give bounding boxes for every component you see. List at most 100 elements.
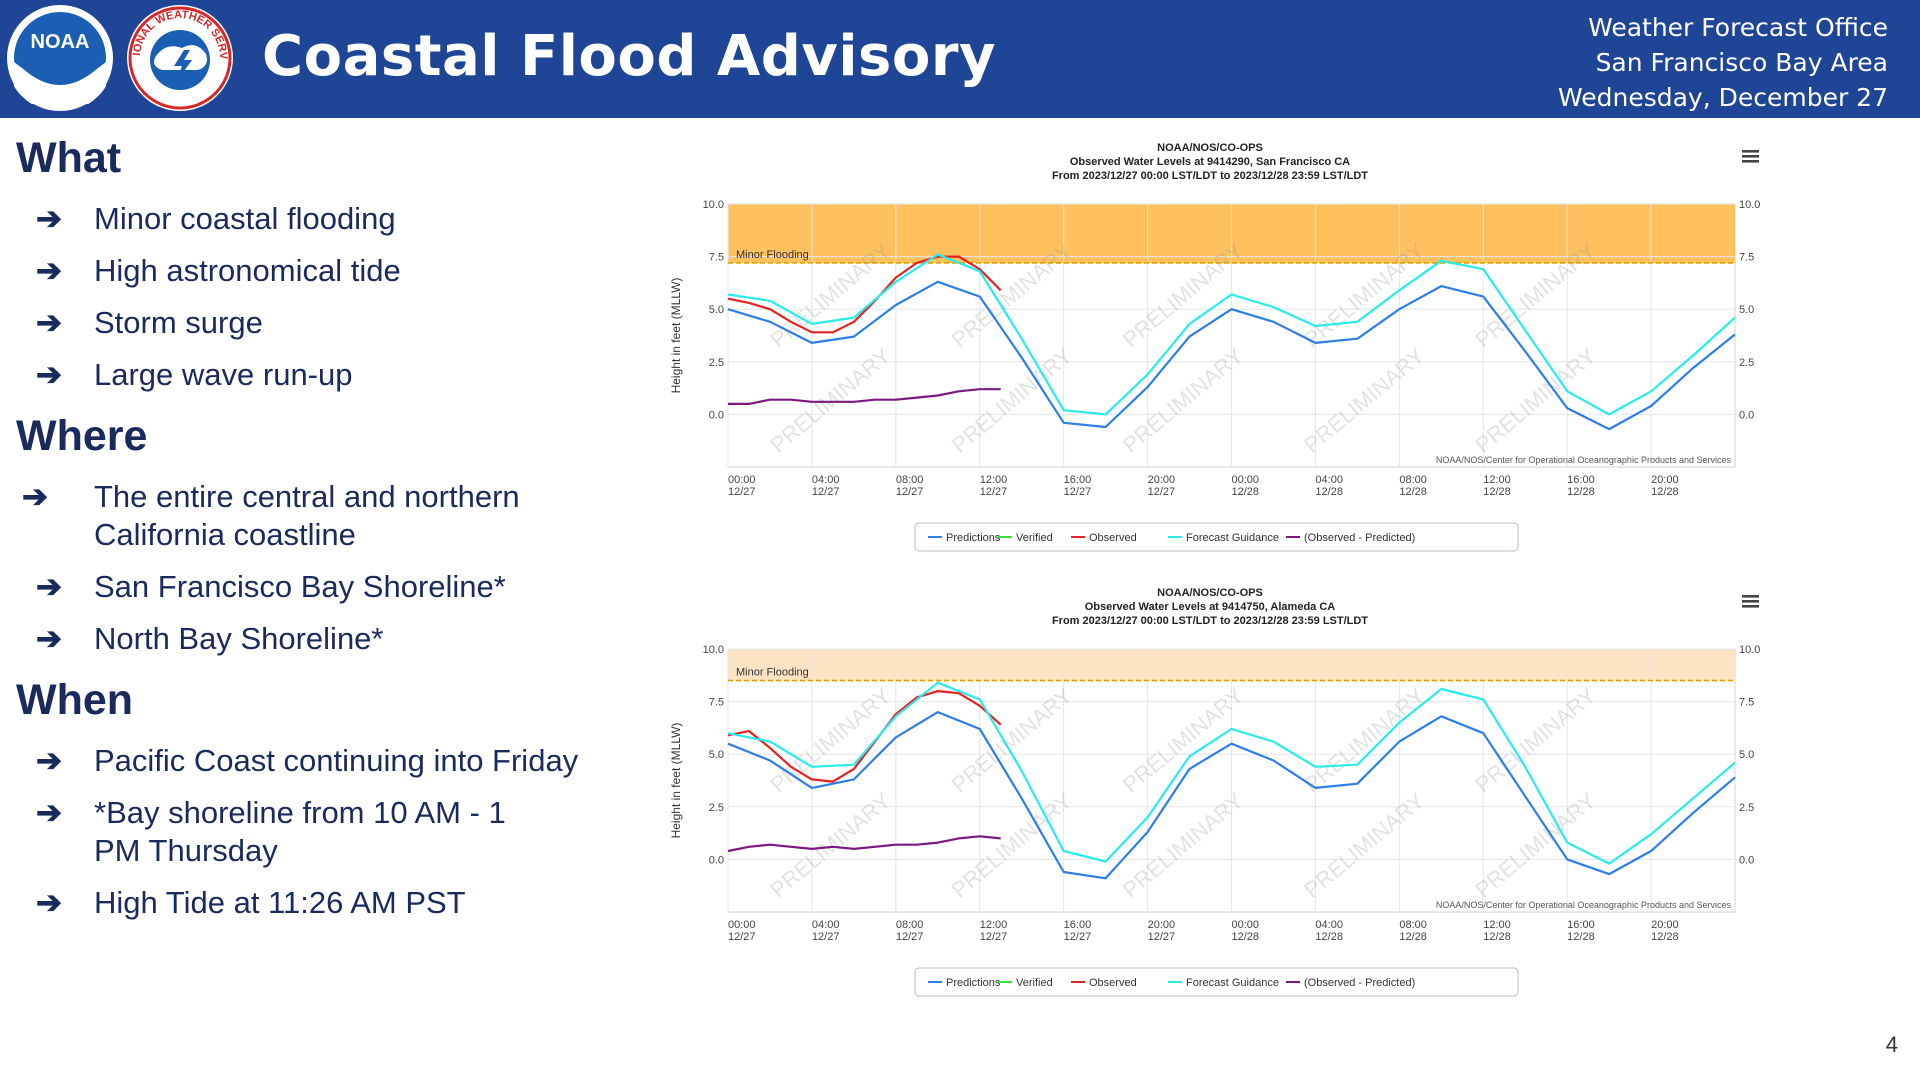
series-line-forecast-guidance [727, 253, 1736, 416]
series-line-predictions [727, 280, 1736, 431]
when-list: ➔ Pacific Coast continuing into Friday ➔ *… [16, 742, 656, 922]
legend-label: Observed [1089, 532, 1137, 544]
series-line-observed-predicted [728, 388, 1001, 405]
x-tick-label: 00:00 [1232, 474, 1260, 486]
legend-item[interactable]: Forecast Guidance [1168, 532, 1279, 544]
legend-item[interactable]: (Observed - Predicted) [1286, 532, 1415, 544]
hamburger-menu-icon[interactable] [1742, 595, 1759, 608]
series-line-predictions [727, 711, 1736, 880]
x-tick-label: 04:00 [812, 919, 840, 931]
chart-alameda: NOAA/NOS/CO-OPS Observed Water Levels at … [660, 583, 1760, 1028]
list-item: ➔ Storm surge [36, 305, 263, 340]
chart-svg: NOAA/NOS/CO-OPS Observed Water Levels at … [669, 587, 1760, 997]
x-tick-date: 12/28 [1315, 931, 1343, 943]
y-tick-label: 7.5 [709, 252, 724, 264]
menu-line [1742, 595, 1759, 598]
menu-line [1742, 605, 1759, 608]
x-tick-date: 12/28 [1651, 931, 1679, 943]
x-tick-label: 16:00 [1567, 919, 1595, 931]
chart-date-range: From 2023/12/27 00:00 LST/LDT to 2023/12… [1052, 170, 1368, 182]
x-tick-date: 12/27 [896, 486, 924, 498]
arrow-icon: ➔ [36, 569, 62, 604]
hamburger-menu-icon[interactable] [1742, 150, 1759, 163]
x-tick-label: 08:00 [1399, 919, 1427, 931]
arrow-icon: ➔ [22, 479, 48, 514]
legend-item[interactable]: (Observed - Predicted) [1286, 977, 1415, 989]
list-item: ➔ High Tide at 11:26 AM PST [36, 885, 466, 920]
arrow-icon: ➔ [36, 357, 62, 392]
legend-item[interactable]: Observed [1071, 977, 1137, 989]
legend-label: Predictions [946, 532, 1001, 544]
y-tick-label-right: 0.0 [1739, 409, 1754, 421]
legend-item[interactable]: Predictions [928, 977, 1001, 989]
y-tick-label-right: 2.5 [1739, 357, 1754, 369]
menu-line [1742, 155, 1759, 158]
advisory-details: What ➔ Minor coastal flooding ➔ High astro… [16, 130, 656, 936]
x-tick-label: 16:00 [1567, 474, 1595, 486]
list-item: ➔ The entire central and northern Califor… [22, 479, 520, 552]
x-tick-date: 12/27 [980, 931, 1008, 943]
legend-label: Forecast Guidance [1186, 532, 1279, 544]
page-title: Coastal Flood Advisory [262, 24, 996, 89]
legend-box [914, 967, 1519, 997]
y-tick-label: 5.0 [709, 749, 724, 761]
series-line-observed [727, 689, 1002, 783]
y-axis-label: Height in feet (MLLW) [669, 278, 683, 394]
section-heading-where: Where [16, 412, 148, 460]
x-tick-date: 12/27 [1148, 931, 1176, 943]
x-tick-date: 12/28 [1232, 486, 1260, 498]
series-line-observed-predicted [727, 835, 1001, 853]
x-tick-date: 12/28 [1399, 486, 1427, 498]
legend-item[interactable]: Forecast Guidance [1168, 977, 1279, 989]
x-tick-date: 12/27 [728, 486, 756, 498]
list-item: ➔ San Francisco Bay Shoreline* [36, 569, 506, 604]
noaa-logo: NOAA [6, 4, 114, 112]
x-tick-date: 12/27 [980, 486, 1008, 498]
x-tick-date: 12/28 [1567, 931, 1595, 943]
legend-item[interactable]: Predictions [928, 532, 1001, 544]
arrow-icon: ➔ [36, 795, 62, 830]
chart-title: NOAA/NOS/CO-OPS [1157, 142, 1263, 154]
flood-threshold-label: Minor Flooding [736, 667, 809, 679]
y-axis-label: Height in feet (MLLW) [669, 723, 683, 839]
y-tick-label: 2.5 [709, 357, 724, 369]
x-tick-date: 12/27 [1064, 486, 1092, 498]
x-tick-label: 20:00 [1148, 919, 1176, 931]
chart-date-range: From 2023/12/27 00:00 LST/LDT to 2023/12… [1052, 615, 1368, 627]
x-tick-date: 12/28 [1232, 931, 1260, 943]
legend-item[interactable]: Observed [1071, 532, 1137, 544]
x-tick-date: 12/27 [1064, 931, 1092, 943]
x-tick-date: 12/28 [1315, 486, 1343, 498]
y-tick-label: 0.0 [709, 409, 724, 421]
chart-credit: NOAA/NOS/Center for Operational Oceanogr… [1436, 900, 1732, 910]
y-tick-label: 2.5 [709, 802, 724, 814]
legend-label: Verified [1016, 977, 1053, 989]
chart-legend: Predictions Verified Observed Forecast Guid… [914, 967, 1519, 997]
y-tick-label: 5.0 [709, 304, 724, 316]
x-tick-label: 08:00 [1399, 474, 1427, 486]
y-tick-label: 10.0 [703, 199, 724, 211]
section-heading-what: What [16, 134, 122, 182]
menu-line [1742, 150, 1759, 153]
arrow-icon: ➔ [36, 621, 62, 656]
legend-label: Verified [1016, 532, 1053, 544]
arrow-icon: ➔ [36, 743, 62, 778]
flood-threshold-label: Minor Flooding [736, 249, 809, 261]
menu-line [1742, 160, 1759, 163]
list-item: ➔ North Bay Shoreline* [36, 621, 384, 656]
legend-item[interactable]: Verified [998, 977, 1053, 989]
chart-subtitle: Observed Water Levels at 9414750, Alamed… [1085, 601, 1336, 613]
x-tick-label: 12:00 [980, 919, 1008, 931]
x-tick-label: 12:00 [1483, 474, 1511, 486]
legend-label: Observed [1089, 977, 1137, 989]
y-tick-label-right: 7.5 [1739, 697, 1754, 709]
nws-logo: NATIONAL WEATHER SERVICE [126, 4, 234, 112]
legend-item[interactable]: Verified [998, 532, 1053, 544]
chart-san-francisco: NOAA/NOS/CO-OPS Observed Water Levels at … [660, 138, 1760, 583]
y-tick-label-right: 5.0 [1739, 749, 1754, 761]
x-tick-label: 16:00 [1064, 474, 1092, 486]
x-tick-label: 04:00 [812, 474, 840, 486]
x-tick-label: 00:00 [728, 474, 756, 486]
what-list: ➔ Minor coastal flooding ➔ High astronomic… [16, 200, 656, 394]
legend-label: Predictions [946, 977, 1001, 989]
